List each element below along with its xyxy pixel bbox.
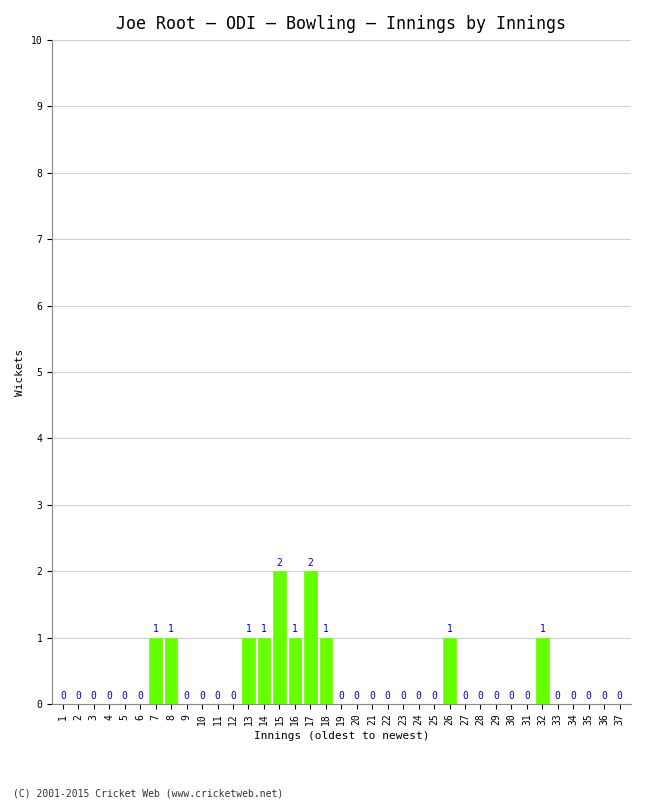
Text: 0: 0: [617, 690, 623, 701]
Text: 0: 0: [462, 690, 468, 701]
X-axis label: Innings (oldest to newest): Innings (oldest to newest): [254, 731, 429, 741]
Text: 1: 1: [261, 624, 267, 634]
Bar: [257, 638, 270, 704]
Text: 2: 2: [307, 558, 313, 568]
Text: 0: 0: [385, 690, 391, 701]
Text: 0: 0: [524, 690, 530, 701]
Text: 1: 1: [168, 624, 174, 634]
Text: 0: 0: [493, 690, 499, 701]
Bar: [289, 638, 301, 704]
Bar: [304, 571, 317, 704]
Text: 0: 0: [478, 690, 484, 701]
Text: 0: 0: [369, 690, 375, 701]
Text: 1: 1: [292, 624, 298, 634]
Text: 0: 0: [122, 690, 127, 701]
Text: 1: 1: [246, 624, 252, 634]
Text: 0: 0: [91, 690, 97, 701]
Text: 0: 0: [230, 690, 236, 701]
Y-axis label: Wickets: Wickets: [15, 348, 25, 396]
Text: 0: 0: [199, 690, 205, 701]
Text: 0: 0: [137, 690, 143, 701]
Text: 2: 2: [276, 558, 282, 568]
Text: 0: 0: [214, 690, 220, 701]
Title: Joe Root – ODI – Bowling – Innings by Innings: Joe Root – ODI – Bowling – Innings by In…: [116, 15, 566, 33]
Text: 0: 0: [431, 690, 437, 701]
Text: 0: 0: [555, 690, 561, 701]
Text: 0: 0: [586, 690, 592, 701]
Bar: [536, 638, 549, 704]
Text: 0: 0: [338, 690, 344, 701]
Text: (C) 2001-2015 Cricket Web (www.cricketweb.net): (C) 2001-2015 Cricket Web (www.cricketwe…: [13, 788, 283, 798]
Bar: [320, 638, 332, 704]
Text: 1: 1: [323, 624, 329, 634]
Bar: [165, 638, 177, 704]
Text: 1: 1: [153, 624, 159, 634]
Bar: [273, 571, 285, 704]
Text: 0: 0: [60, 690, 66, 701]
Text: 0: 0: [107, 690, 112, 701]
Text: 0: 0: [601, 690, 607, 701]
Text: 1: 1: [540, 624, 545, 634]
Text: 0: 0: [508, 690, 514, 701]
Bar: [150, 638, 162, 704]
Text: 0: 0: [400, 690, 406, 701]
Bar: [443, 638, 456, 704]
Bar: [242, 638, 255, 704]
Text: 0: 0: [184, 690, 190, 701]
Text: 1: 1: [447, 624, 452, 634]
Text: 0: 0: [75, 690, 81, 701]
Text: 0: 0: [570, 690, 576, 701]
Text: 0: 0: [354, 690, 359, 701]
Text: 0: 0: [415, 690, 422, 701]
